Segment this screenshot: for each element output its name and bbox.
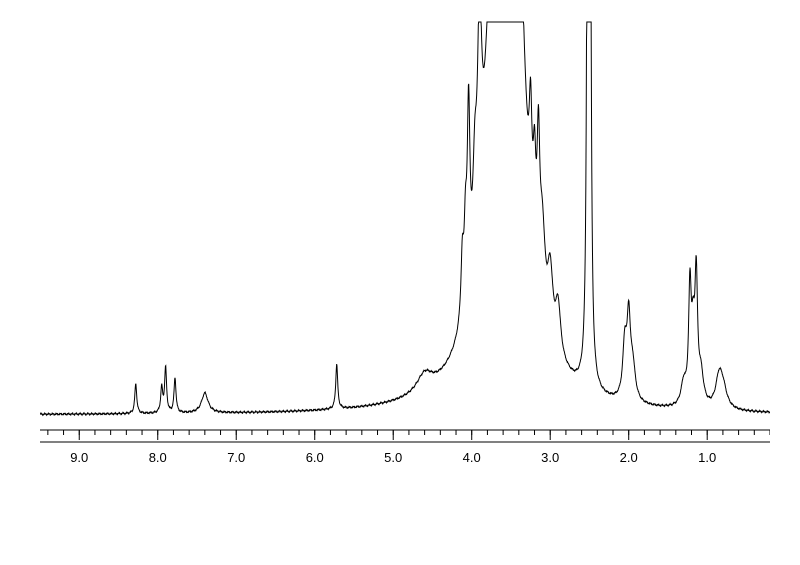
x-tick-label: 8.0	[149, 450, 167, 465]
spectrum-line	[40, 22, 770, 415]
x-tick-label: 6.0	[306, 450, 324, 465]
x-tick-label: 9.0	[70, 450, 88, 465]
x-tick-label: 4.0	[463, 450, 481, 465]
x-tick-label: 2.0	[620, 450, 638, 465]
x-tick-label: 5.0	[384, 450, 402, 465]
nmr-spectrum-chart: 9.0 8.0 7.0 6.0 5.0 4.0 3.0 2.0 1.0	[40, 20, 770, 545]
x-tick-label: 3.0	[541, 450, 559, 465]
x-tick-label: 7.0	[227, 450, 245, 465]
spectrum-svg: 9.0 8.0 7.0 6.0 5.0 4.0 3.0 2.0 1.0	[40, 20, 770, 490]
x-tick-label: 1.0	[698, 450, 716, 465]
